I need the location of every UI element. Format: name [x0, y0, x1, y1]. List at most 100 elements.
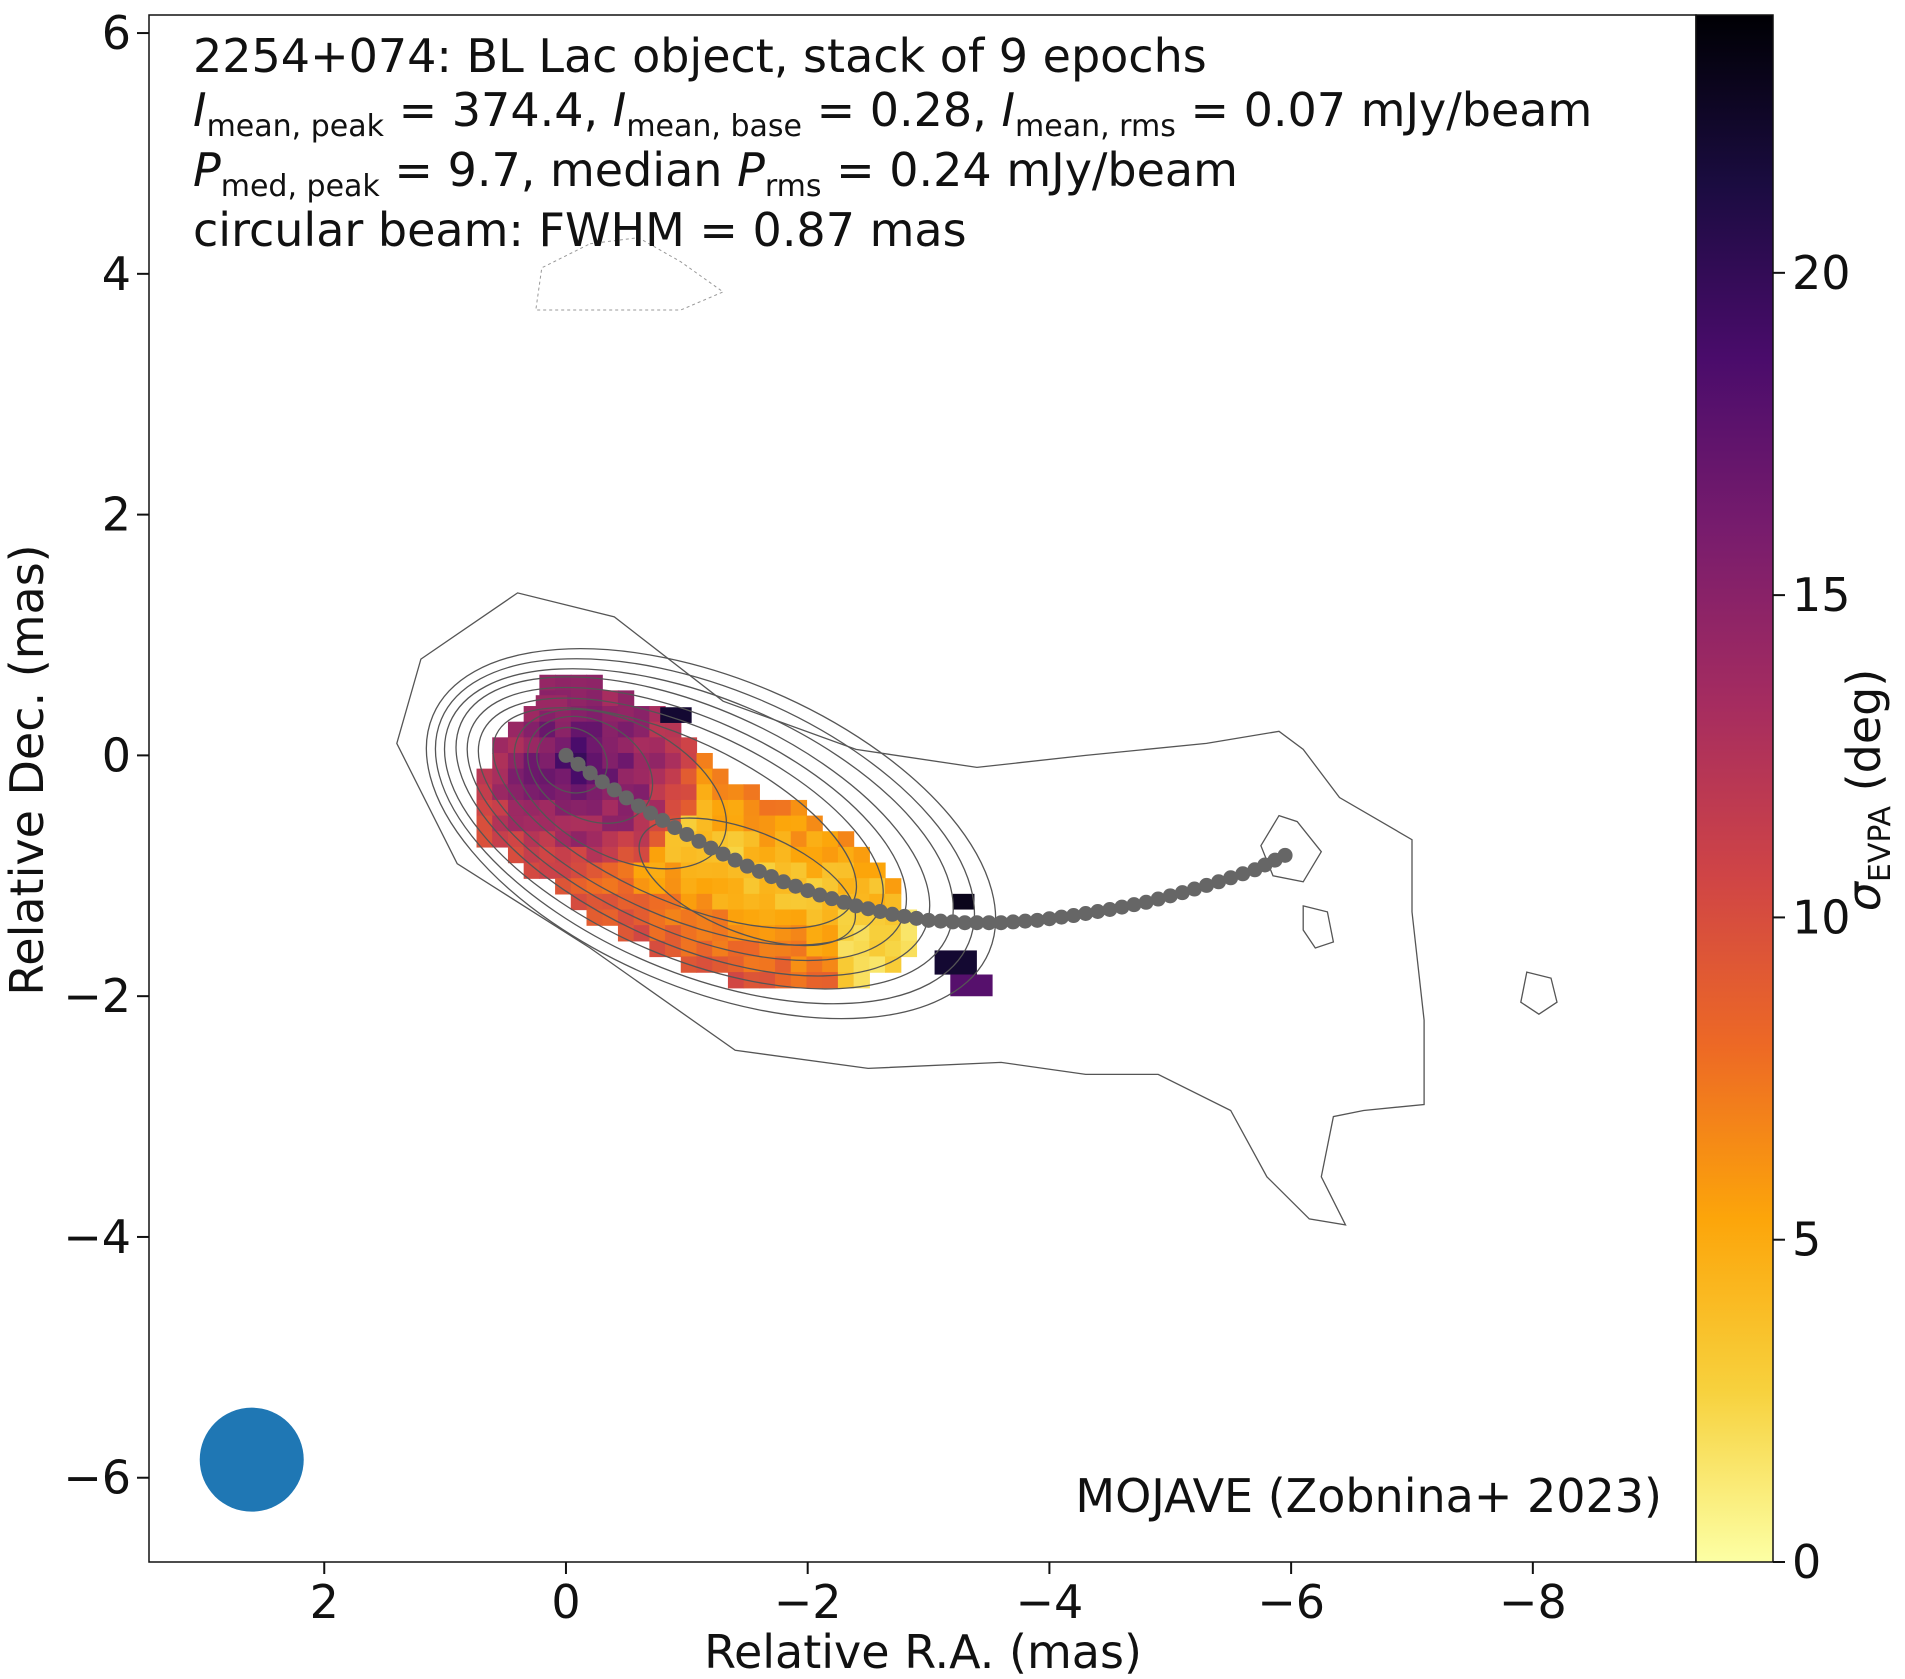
sigma-pixel	[523, 721, 540, 738]
sigma-outlier-pixel	[952, 893, 975, 910]
sigma-pixel	[743, 831, 760, 848]
sigma-pixel	[696, 925, 713, 942]
sigma-pixel	[633, 784, 650, 801]
y-tick-label: −4	[63, 1210, 131, 1264]
sigma-pixel	[696, 799, 713, 817]
sigma-pixel	[602, 721, 619, 738]
sigma-pixel	[507, 784, 525, 801]
sigma-pixel	[602, 893, 619, 911]
sigma-pixel	[727, 799, 745, 817]
sigma-pixel	[806, 909, 823, 926]
contour-level	[638, 817, 857, 947]
sigma-pixel	[665, 878, 682, 895]
sigma-pixel	[775, 799, 792, 817]
sigma-pixel	[885, 878, 902, 895]
sigma-pixel	[790, 815, 808, 832]
sigma-pixel	[775, 925, 792, 942]
sigma-pixel	[680, 752, 698, 770]
sigma-pixel	[633, 752, 650, 770]
sigma-pixel	[617, 815, 635, 832]
sigma-pixel	[633, 846, 650, 864]
credit-label: MOJAVE (Zobnina+ 2023)	[1075, 1469, 1662, 1523]
sigma-pixel	[885, 956, 902, 973]
sigma-pixel	[523, 846, 540, 864]
sigma-pixel	[775, 893, 792, 911]
sigma-pixel	[633, 831, 650, 848]
sigma-pixel	[869, 878, 886, 895]
sigma-pixel	[507, 737, 525, 754]
contour-level	[434, 658, 976, 1005]
sigma-pixel	[712, 909, 729, 926]
sigma-pixel	[539, 799, 556, 817]
sigma-pixel	[617, 909, 635, 926]
ridge-point	[715, 846, 731, 862]
plot-area	[148, 14, 1697, 1563]
sigma-pixel	[822, 925, 839, 942]
sigma-pixel	[539, 784, 556, 801]
sigma-pixel	[759, 956, 776, 973]
contour-island	[1302, 905, 1335, 949]
ridge-point	[558, 747, 574, 763]
sigma-pixel	[570, 721, 588, 738]
sigma-pixel	[822, 862, 839, 879]
sigma-pixel	[649, 940, 666, 958]
sigma-pixel	[806, 925, 823, 942]
contour-island	[1520, 971, 1558, 1015]
header-line-3: Pmed, peak = 9.7, median Prms = 0.24 mJy…	[193, 143, 1238, 204]
sigma-pixel	[586, 862, 603, 879]
colorbar-tick-label: 15	[1792, 568, 1851, 622]
sigma-pixel	[523, 784, 540, 801]
beam-ellipse	[199, 1407, 304, 1512]
sigma-pixel	[555, 768, 572, 785]
sigma-pixel	[837, 972, 855, 989]
sigma-pixel	[523, 799, 540, 817]
sigma-pixel	[837, 909, 855, 926]
sigma-pixel	[837, 831, 855, 848]
sigma-pixel	[586, 799, 603, 817]
ridge-point	[896, 908, 912, 924]
sigma-pixel	[539, 674, 556, 692]
y-tick-label: 2	[102, 488, 131, 542]
sigma-pixel	[806, 972, 823, 989]
sigma-pixel	[539, 831, 556, 848]
sigma-pixel	[665, 799, 682, 817]
sigma-pixel	[759, 815, 776, 832]
sigma-pixel	[869, 925, 886, 942]
sigma-pixel	[759, 831, 776, 848]
sigma-pixel	[743, 925, 760, 942]
ridge-point	[655, 812, 671, 828]
x-axis: 2 0 −2 −4 −6 −8	[310, 1562, 1567, 1629]
sigma-pixel	[822, 909, 839, 926]
sigma-pixel	[617, 721, 635, 738]
ridge-point	[800, 883, 816, 899]
ridge-point	[860, 901, 876, 917]
sigma-pixel	[680, 784, 698, 801]
sigma-pixel	[649, 768, 666, 785]
x-tick-label: −6	[1257, 1575, 1325, 1629]
ridge-point	[969, 915, 985, 931]
sigma-pixel	[665, 752, 682, 770]
sigma-pixel	[853, 972, 870, 989]
sigma-pixel	[492, 784, 509, 801]
ridge-point	[594, 774, 610, 790]
sigma-pixel	[492, 737, 509, 754]
sigma-pixel	[649, 893, 666, 911]
sigma-pixel	[492, 815, 509, 832]
ridge-point	[921, 912, 937, 928]
sigma-pixel	[602, 690, 619, 707]
sigma-pixel	[727, 784, 745, 801]
sigma-pixel	[665, 846, 682, 864]
contour-level	[513, 708, 728, 870]
ridge-point	[643, 805, 659, 821]
sigma-pixel	[665, 831, 682, 848]
sigma-outlier-pixel	[950, 974, 993, 997]
ridge-point	[872, 903, 888, 919]
colorbar-label: σEVPA (deg)	[1837, 669, 1898, 912]
sigma-pixel	[696, 784, 713, 801]
sigma-pixel	[649, 909, 666, 926]
ridge-point	[691, 833, 707, 849]
jet-ridge-line	[558, 747, 1293, 931]
sigma-pixel	[727, 940, 745, 958]
sigma-pixel	[775, 831, 792, 848]
ridge-point	[957, 915, 973, 931]
